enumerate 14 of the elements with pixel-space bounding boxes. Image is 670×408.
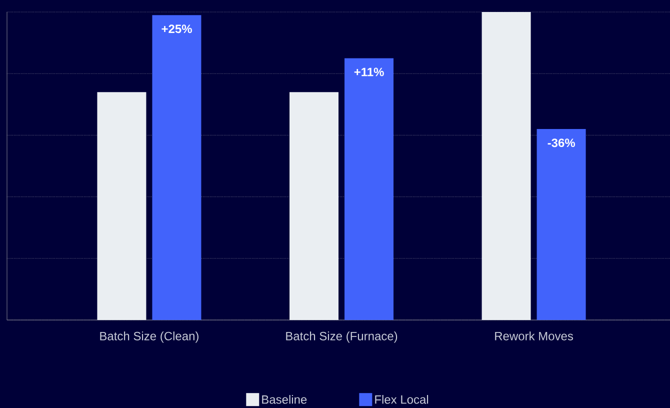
bar <box>536 129 586 320</box>
bar <box>152 15 202 320</box>
annotation: +25% <box>162 24 192 34</box>
bar <box>290 92 339 320</box>
legend-label: Flex Local <box>375 394 428 404</box>
annotation: +11% <box>354 68 384 76</box>
bar <box>97 92 146 320</box>
annotation: -36% <box>548 138 576 148</box>
bar <box>482 12 531 320</box>
x-tick-label: Batch Size (Furnace) <box>286 332 398 343</box>
x-tick-label: Batch Size (Clean) <box>100 332 198 343</box>
x-tick-label: Rework Moves <box>495 332 574 340</box>
bar <box>344 58 394 320</box>
legend-label: Baseline <box>262 394 307 404</box>
